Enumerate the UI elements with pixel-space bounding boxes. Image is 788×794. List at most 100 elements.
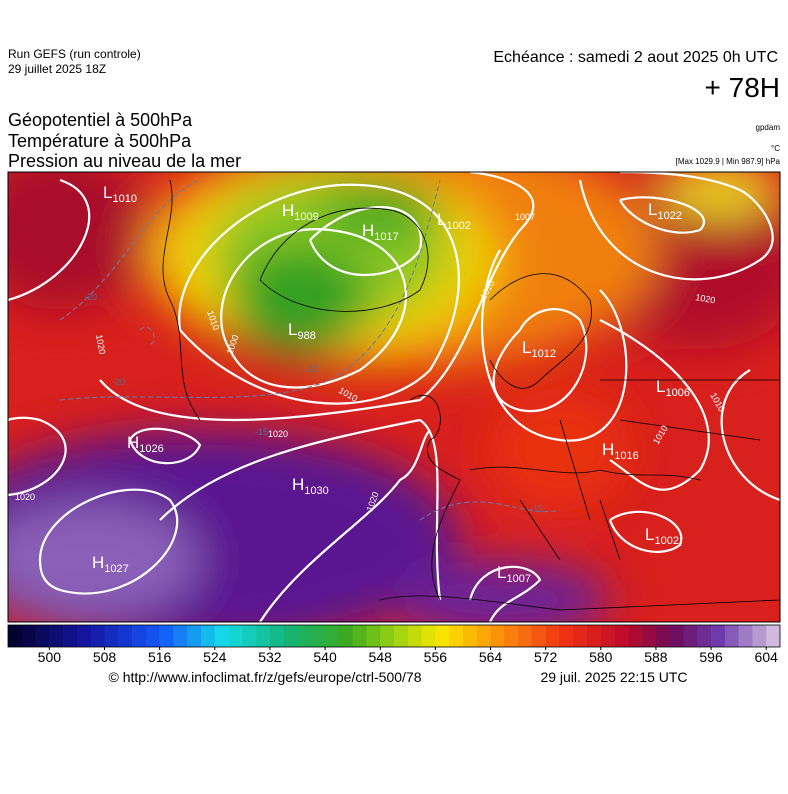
- pressure-center: L1012: [522, 338, 556, 360]
- colorbar-swatch: [118, 625, 133, 647]
- temperature-label: -20: [305, 364, 318, 374]
- colorbar-swatch: [587, 625, 602, 647]
- run-label: Run GEFS (run controle): [8, 47, 141, 61]
- colorbar-swatch: [573, 625, 588, 647]
- center-type: L: [103, 183, 112, 202]
- colorbar-swatch: [628, 625, 643, 647]
- colorbar-swatch: [697, 625, 712, 647]
- center-type: H: [362, 221, 374, 240]
- colorbar-swatch: [8, 625, 23, 647]
- pressure-center: L1002: [437, 210, 471, 232]
- colorbar-swatch: [655, 625, 671, 647]
- colorbar-swatch: [269, 625, 285, 647]
- colorbar-swatch: [766, 625, 781, 647]
- center-value: 1007: [506, 573, 530, 585]
- center-value: 1002: [654, 535, 678, 547]
- colorbar-tick-label: 596: [699, 649, 723, 665]
- temperature-label: -20: [112, 377, 125, 387]
- colorbar-swatch: [173, 625, 188, 647]
- temperature-label: -15: [255, 427, 268, 437]
- colorbar-swatch: [325, 625, 340, 647]
- center-value: 988: [297, 330, 315, 342]
- isobar-label: 1020: [15, 492, 35, 502]
- pressure-center: L1010: [103, 183, 137, 205]
- colorbar-swatch: [49, 625, 64, 647]
- colorbar-swatch: [297, 625, 312, 647]
- colorbar-tick-label: 508: [93, 649, 117, 665]
- center-value: 1002: [446, 220, 470, 232]
- colorbar-swatch: [187, 625, 202, 647]
- center-type: L: [497, 563, 506, 582]
- center-value: 1026: [139, 443, 163, 455]
- colorbar-swatch: [132, 625, 147, 647]
- colorbar-swatch: [338, 625, 353, 647]
- colorbar-swatch: [614, 625, 629, 647]
- pressure-center: H1026: [127, 433, 164, 455]
- map: [8, 172, 780, 622]
- colorbar-tick-label: 580: [589, 649, 613, 665]
- colorbar-tick-label: 524: [203, 649, 227, 665]
- lead-time: + 78H: [705, 72, 781, 103]
- temperature-label: -20: [84, 292, 97, 302]
- issue-time: 29 juil. 2025 22:15 UTC: [540, 669, 687, 685]
- center-type: L: [288, 320, 297, 339]
- colorbar-swatch: [242, 625, 257, 647]
- pressure-center: H1016: [602, 440, 639, 462]
- center-type: H: [602, 440, 614, 459]
- center-value: 1006: [665, 387, 689, 399]
- pressure-center: L1002: [645, 525, 679, 547]
- isobar-label: 1020: [695, 292, 716, 305]
- colorbar-tick-label: 500: [38, 649, 62, 665]
- colorbar-frame: [7, 624, 781, 648]
- colorbar-tick-label: 564: [479, 649, 503, 665]
- title-line: Pression au niveau de la mer: [8, 151, 241, 171]
- pressure-center: L988: [288, 320, 316, 342]
- colorbar-swatch: [214, 625, 229, 647]
- center-type: H: [292, 475, 304, 494]
- colorbar-swatch: [738, 625, 753, 647]
- title-line: Géopotentiel à 500hPa: [8, 110, 193, 130]
- colorbar-swatch: [462, 625, 478, 647]
- center-type: L: [645, 525, 654, 544]
- colorbar-swatch: [352, 625, 367, 647]
- pressure-center: L1006: [656, 377, 690, 399]
- colorbar-swatch: [449, 625, 464, 647]
- colorbar-swatch: [435, 625, 450, 647]
- colorbar-swatch: [21, 625, 36, 647]
- colorbar-swatch: [407, 625, 422, 647]
- colorbar-swatch: [311, 625, 326, 647]
- pressure-center: L1022: [648, 200, 682, 222]
- colorbar-swatch: [421, 625, 436, 647]
- colorbar-swatch: [724, 625, 739, 647]
- valid-time: Echéance : samedi 2 aout 2025 0h UTC: [493, 49, 778, 66]
- center-value: 1009: [294, 211, 318, 223]
- colorbar-swatch: [35, 625, 50, 647]
- colorbar-swatch: [518, 625, 533, 647]
- colorbar-swatch: [600, 625, 615, 647]
- colorbar-swatch: [394, 625, 409, 647]
- colorbar-swatch: [283, 625, 298, 647]
- colorbar-tick-label: 556: [424, 649, 448, 665]
- colorbar-swatch: [366, 625, 381, 647]
- center-value: 1030: [304, 485, 328, 497]
- pressure-center: H1017: [362, 221, 399, 243]
- center-type: H: [92, 553, 104, 572]
- center-type: L: [437, 210, 446, 229]
- colorbar-swatch: [256, 625, 271, 647]
- temperature-label: -15: [530, 504, 543, 514]
- colorbar-tick-label: 588: [644, 649, 668, 665]
- center-type: H: [127, 433, 139, 452]
- colorbar-swatch: [545, 625, 560, 647]
- colorbar-tick-label: 516: [148, 649, 172, 665]
- title-line: Température à 500hPa: [8, 131, 192, 151]
- colorbar-tick-label: 604: [755, 649, 779, 665]
- colorbar-swatch: [490, 625, 505, 647]
- center-value: 1017: [374, 231, 398, 243]
- colorbar-swatch: [145, 625, 160, 647]
- isobar-label: 1007: [515, 212, 535, 222]
- colorbar-swatch: [201, 625, 216, 647]
- center-type: L: [656, 377, 665, 396]
- colorbar-swatch: [380, 625, 395, 647]
